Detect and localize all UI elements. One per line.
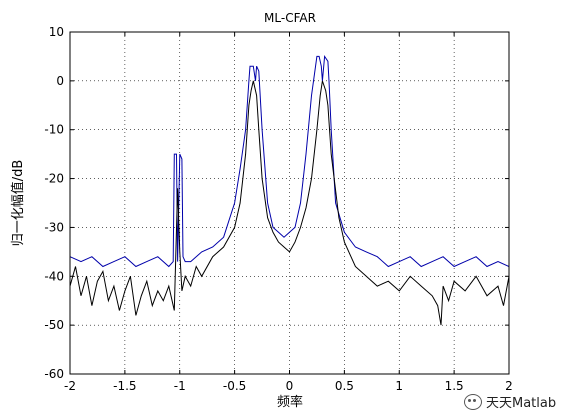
x-axis-label: 频率 bbox=[277, 394, 303, 410]
y-tick-label: -20 bbox=[44, 172, 64, 186]
y-tick-label: -40 bbox=[44, 269, 64, 283]
y-tick-label: -10 bbox=[44, 123, 64, 137]
x-tick-label: 1.5 bbox=[445, 379, 464, 393]
grid bbox=[70, 32, 509, 374]
y-tick-label: -30 bbox=[44, 220, 64, 234]
y-tick-labels: 10 0 -10 -20 -30 -40 -50 -60 bbox=[44, 25, 64, 381]
watermark-text: 天天Matlab bbox=[486, 396, 557, 411]
series-layer bbox=[69, 54, 510, 326]
chart-title: ML-CFAR bbox=[264, 11, 316, 25]
wechat-icon bbox=[464, 393, 482, 410]
tick-marks bbox=[69, 31, 510, 375]
y-tick-label: -50 bbox=[44, 318, 64, 332]
x-tick-label: -0.5 bbox=[223, 379, 246, 393]
y-tick-label: 10 bbox=[49, 25, 64, 39]
y-tick-label: 0 bbox=[56, 74, 64, 88]
y-tick-label: -60 bbox=[44, 367, 64, 381]
x-tick-label: -1 bbox=[174, 379, 186, 393]
watermark: 天天Matlab bbox=[464, 392, 556, 411]
x-tick-labels: -2 -1.5 -1 -0.5 0 0.5 1 1.5 2 bbox=[64, 379, 513, 393]
series-line-black bbox=[69, 80, 510, 326]
y-axis-label: 归一化幅值/dB bbox=[10, 160, 26, 247]
series-line-blue bbox=[69, 54, 510, 268]
x-tick-label: 0 bbox=[286, 379, 294, 393]
x-tick-label: 1 bbox=[395, 379, 403, 393]
x-tick-label: 0.5 bbox=[335, 379, 354, 393]
x-tick-label: -1.5 bbox=[113, 379, 136, 393]
x-tick-label: 2 bbox=[505, 379, 513, 393]
x-tick-label: -2 bbox=[64, 379, 76, 393]
